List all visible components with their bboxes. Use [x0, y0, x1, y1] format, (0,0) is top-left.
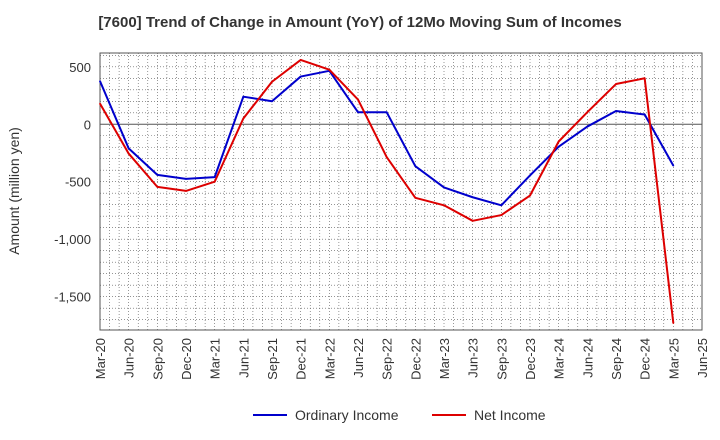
y-tick-label: -1,000 [54, 232, 91, 247]
y-axis-label: Amount (million yen) [6, 127, 22, 255]
data-point [500, 204, 503, 207]
data-point [385, 111, 388, 113]
data-point [328, 68, 331, 71]
data-point [557, 140, 560, 143]
data-point [643, 77, 646, 80]
data-point [242, 117, 245, 120]
x-tick-label: Mar-24 [552, 338, 567, 379]
data-point [443, 204, 445, 207]
data-point [471, 196, 474, 199]
x-tick-labels: Mar-20 Jun-20 Sep-20 Dec-20 Mar-21 Jun-21 Sep-… [93, 338, 710, 380]
data-point [357, 98, 359, 101]
data-point [213, 180, 216, 183]
data-point [99, 102, 101, 105]
data-point [500, 214, 503, 216]
data-point [213, 176, 216, 178]
chart-title: [7600] Trend of Change in Amount (YoY) o… [98, 14, 622, 31]
data-point [299, 75, 302, 78]
data-point [615, 110, 617, 112]
x-tick-label: Sep-21 [265, 338, 280, 380]
x-tick-label: Jun-22 [351, 338, 366, 378]
data-point [529, 194, 531, 197]
data-point [414, 165, 417, 168]
x-tick-label: Sep-23 [494, 338, 509, 380]
x-tick-label: Jun-21 [236, 338, 251, 378]
x-tick-label: Dec-24 [638, 338, 653, 380]
x-tick-label: Dec-22 [408, 338, 423, 380]
data-point [471, 220, 474, 222]
legend-label: Net Income [474, 407, 546, 423]
data-point [557, 145, 560, 148]
data-point [643, 113, 646, 116]
y-tick-labels: 500 0 -500 -1,000 -1,500 [54, 60, 91, 305]
data-point [529, 174, 531, 177]
data-point [586, 111, 589, 113]
y-tick-label: -1,500 [54, 290, 91, 305]
x-tick-label: Jun-24 [580, 338, 595, 378]
data-point [271, 80, 273, 83]
x-tick-label: Sep-22 [380, 338, 395, 380]
axes [99, 52, 703, 331]
data-point [185, 178, 187, 180]
data-point [156, 174, 159, 176]
x-tick-label: Mar-25 [666, 338, 681, 379]
x-tick-label: Sep-20 [150, 338, 165, 380]
grid-lines [99, 53, 703, 330]
data-point [271, 100, 273, 103]
x-tick-label: Sep-24 [609, 338, 624, 380]
data-point [299, 59, 302, 61]
y-tick-label: 0 [84, 117, 91, 132]
data-point [385, 156, 388, 158]
x-tick-label: Mar-22 [322, 338, 337, 379]
plot-frame [99, 52, 703, 331]
x-tick-label: Jun-20 [122, 338, 137, 378]
data-point [615, 83, 617, 85]
data-point [672, 164, 675, 167]
y-tick-label: 500 [69, 60, 91, 75]
data-point [357, 111, 359, 113]
data-point [127, 147, 130, 150]
data-point [672, 322, 675, 324]
x-tick-label: Dec-21 [294, 338, 309, 380]
x-tick-label: Mar-23 [437, 338, 452, 379]
x-tick-label: Dec-20 [179, 338, 194, 380]
data-point [242, 95, 245, 98]
legend: Ordinary Income Net Income [253, 407, 546, 423]
data-point [586, 125, 589, 128]
x-tick-label: Mar-21 [208, 338, 223, 379]
legend-label: Ordinary Income [295, 407, 399, 423]
x-tick-label: Jun-25 [695, 338, 710, 378]
data-point [99, 80, 101, 82]
data-point [414, 197, 417, 199]
y-tick-label: -500 [65, 175, 91, 190]
data-point [185, 190, 187, 192]
data-point [127, 152, 130, 155]
x-tick-label: Mar-20 [93, 338, 108, 379]
data-point [443, 186, 445, 189]
x-tick-label: Dec-23 [523, 338, 538, 380]
series-lines [99, 58, 675, 324]
x-tick-label: Jun-23 [466, 338, 481, 378]
data-point [156, 186, 159, 188]
